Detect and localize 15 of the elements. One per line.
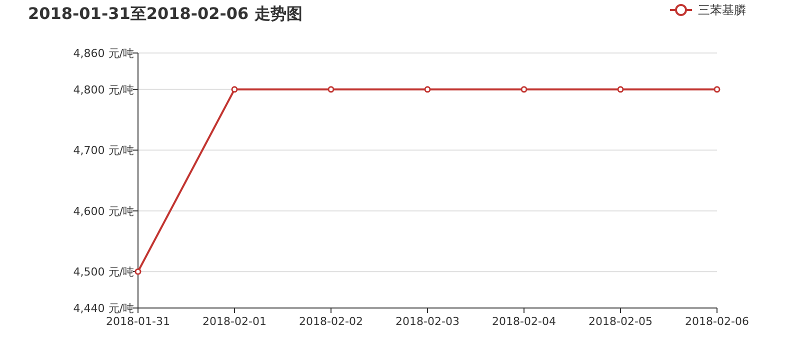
y-tick-label: 4,600 元/吨 bbox=[73, 204, 134, 218]
y-tick-label: 4,800 元/吨 bbox=[73, 83, 134, 96]
x-tick-label: 2018-02-06 bbox=[685, 315, 749, 328]
x-tick-label: 2018-02-03 bbox=[396, 315, 460, 328]
y-tick-label: 4,440 元/吨 bbox=[73, 302, 134, 315]
chart-title: 2018-01-31至2018-02-06 走势图 bbox=[28, 4, 302, 23]
y-tick-label: 4,500 元/吨 bbox=[73, 266, 134, 279]
x-tick-label: 2018-02-01 bbox=[202, 315, 266, 328]
x-tick-label: 2018-02-05 bbox=[588, 315, 652, 328]
y-tick-label: 4,860 元/吨 bbox=[73, 47, 134, 60]
y-tick-label: 4,700 元/吨 bbox=[73, 144, 134, 158]
x-tick-label: 2018-01-31 bbox=[106, 315, 170, 328]
legend-label: 三苯基膦 bbox=[698, 3, 746, 17]
x-tick-label: 2018-02-04 bbox=[492, 315, 556, 328]
x-tick-label: 2018-02-02 bbox=[299, 315, 363, 328]
